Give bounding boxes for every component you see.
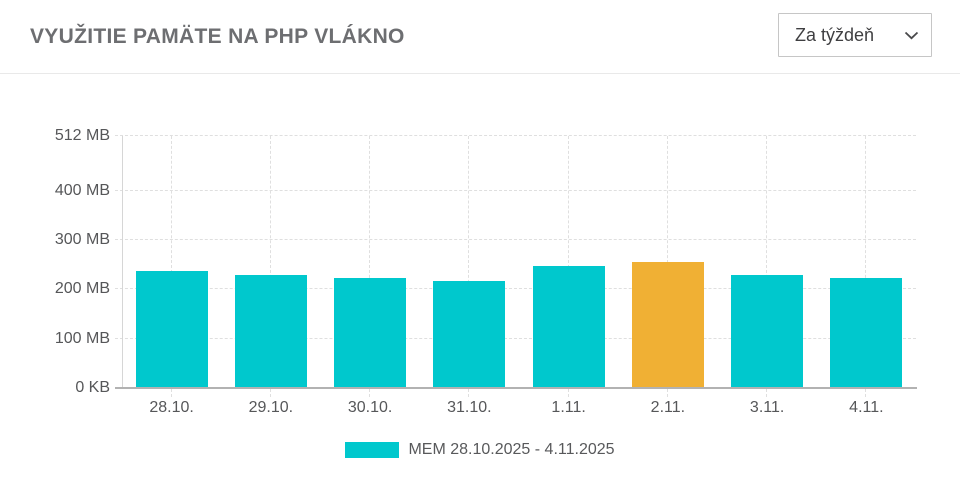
- x-gridline: [369, 135, 371, 397]
- period-dropdown-value: Za týždeň: [795, 24, 875, 45]
- x-gridline: [269, 135, 271, 397]
- y-gridline: [115, 239, 916, 241]
- widget-header: VYUŽITIE PAMÄTE NA PHP VLÁKNO Za týždeň: [0, 0, 960, 74]
- x-axis-tick-label: 29.10.: [248, 399, 294, 416]
- y-axis-tick-label: 400 MB: [54, 181, 110, 199]
- x-axis-tick-label: 30.10.: [347, 399, 393, 416]
- legend-swatch: [345, 442, 400, 458]
- y-gridline: [115, 288, 916, 290]
- chevron-down-icon: [904, 31, 919, 39]
- bar-4.11.[interactable]: [830, 277, 903, 388]
- x-gridline: [170, 135, 172, 397]
- y-axis-tick-label: 0 KB: [75, 379, 110, 396]
- x-axis-tick-label: 3.11.: [749, 399, 785, 416]
- y-gridline: [115, 189, 916, 191]
- chart-legend[interactable]: MEM 28.10.2025 - 4.11.2025: [0, 441, 960, 459]
- bar-30.10.[interactable]: [334, 278, 407, 388]
- bar-28.10.[interactable]: [135, 270, 208, 388]
- bar-29.10.[interactable]: [234, 275, 307, 388]
- widget-title: VYUŽITIE PAMÄTE NA PHP VLÁKNO: [30, 25, 405, 48]
- x-axis-tick-label: 1.11.: [551, 399, 586, 416]
- bar-3.11.[interactable]: [731, 274, 804, 388]
- y-gridline: [115, 337, 916, 339]
- x-axis-tick-label: 31.10.: [447, 399, 492, 416]
- x-gridline: [766, 135, 768, 397]
- x-axis-tick-label: 28.10.: [149, 399, 194, 416]
- x-axis-tick-label: 4.11.: [849, 399, 884, 416]
- y-axis-tick-label: 512 MB: [54, 126, 110, 144]
- y-axis-tick-label: 200 MB: [54, 280, 110, 298]
- bar-1.11.[interactable]: [532, 266, 605, 388]
- y-gridline: [115, 134, 916, 136]
- bar-2.11.[interactable]: [631, 262, 704, 388]
- y-axis-tick-label: 300 MB: [54, 231, 110, 249]
- x-axis-tick-label: 2.11.: [650, 399, 686, 416]
- y-axis-line: [122, 135, 123, 388]
- x-axis-line: [115, 387, 917, 389]
- bar-31.10.[interactable]: [433, 281, 506, 388]
- legend-label: MEM 28.10.2025 - 4.11.2025: [408, 441, 615, 458]
- x-gridline: [865, 135, 867, 397]
- x-gridline: [468, 135, 470, 397]
- y-axis-tick-label: 100 MB: [54, 329, 110, 347]
- period-dropdown[interactable]: Za týždeň: [778, 13, 932, 57]
